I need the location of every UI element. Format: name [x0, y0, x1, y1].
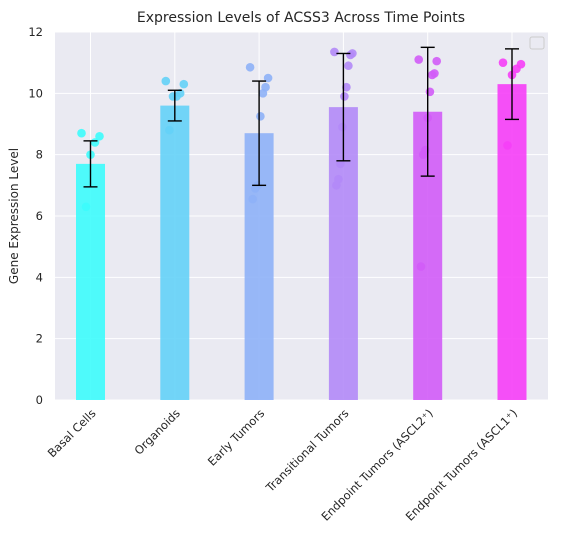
x-tick-label: Transitional Tumors — [262, 406, 351, 495]
y-tick-label: 4 — [36, 270, 43, 284]
x-axis: Basal Cells Organoids Early TumorsTransiti… — [45, 406, 520, 523]
y-tick-label: 2 — [36, 332, 43, 346]
data-point — [165, 125, 174, 135]
legend — [529, 36, 545, 50]
y-tick-label: 12 — [28, 25, 43, 39]
data-point — [81, 202, 91, 212]
data-point — [95, 131, 104, 141]
data-point — [498, 58, 508, 67]
error-bars — [83, 46, 519, 188]
data-point — [263, 73, 273, 83]
y-axis-title: Gene Expression Level — [7, 148, 21, 284]
data-point — [416, 262, 426, 271]
y-tick-label: 8 — [36, 148, 43, 162]
data-point — [503, 141, 512, 150]
data-point — [258, 89, 268, 98]
x-tick-label: Basal Cells — [45, 406, 99, 460]
data-point — [256, 112, 265, 121]
x-tick-label: Organoids — [131, 406, 182, 457]
y-tick-label: 10 — [28, 86, 43, 100]
data-point — [161, 76, 171, 86]
data-point — [425, 87, 435, 97]
data-point — [346, 50, 355, 60]
bar — [497, 84, 527, 400]
data-point — [245, 62, 255, 72]
data-point — [512, 64, 521, 74]
data-point — [332, 181, 341, 190]
data-point — [340, 92, 349, 101]
data-point — [250, 184, 260, 193]
chart-title: Expression Levels of ACSS3 Across Time P… — [137, 10, 465, 26]
data-point — [330, 47, 339, 57]
data-point — [338, 122, 347, 132]
y-axis: 0 2 4 6 8 10 12 — [28, 25, 43, 407]
bar — [76, 163, 105, 400]
data-point — [418, 150, 428, 159]
data-point — [179, 79, 189, 89]
bar — [160, 105, 190, 400]
data-point — [77, 128, 86, 138]
data-point — [342, 82, 351, 92]
data-point — [414, 55, 424, 64]
data-point — [432, 56, 442, 66]
data-point — [336, 159, 345, 169]
data-point — [427, 70, 437, 80]
x-tick-label: Early Tumors — [205, 406, 267, 468]
y-tick-label: 0 — [36, 393, 43, 407]
y-tick-label: 6 — [36, 209, 43, 223]
data-point — [344, 61, 353, 71]
data-point — [248, 194, 257, 204]
data-point — [90, 138, 100, 147]
data-point — [168, 92, 178, 101]
